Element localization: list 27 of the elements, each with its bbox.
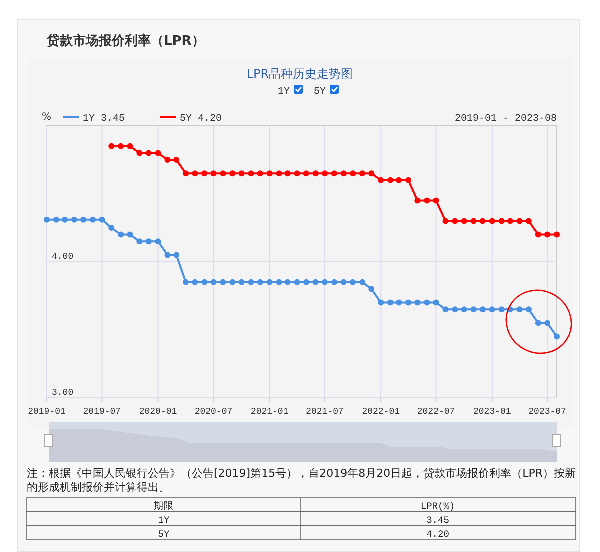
text: 期限 [154, 500, 174, 512]
x-tick-label: 2020-07 [194, 407, 233, 417]
text: 1Y [278, 87, 290, 98]
text: 注：根据《中国人民银行公告》（公告[2019]第15号），自2019年8月20日起，贷款市场报价利率（LPR）按新的形成机制报价并计算得出。 [27, 467, 577, 495]
text: LPR(%) [420, 501, 456, 512]
text: 4.20 [426, 529, 450, 540]
x-tick-label: 2020-01 [139, 407, 178, 417]
legend-label: 5Y 4.20 [180, 114, 222, 125]
text: 1Y [158, 515, 170, 526]
text: 3.45 [426, 515, 450, 526]
x-tick-label: 2021-01 [250, 407, 289, 417]
text: 2019-01 - 2023-08 [454, 114, 557, 125]
x-tick-label: 2019-01 [28, 407, 66, 417]
text: 5Y [158, 529, 170, 540]
x-tick-label: 2019-07 [83, 407, 122, 417]
x-tick-label: 2022-07 [417, 407, 456, 417]
x-tick-label: 2023-01 [473, 407, 512, 417]
x-tick-label: 2023-07 [528, 407, 566, 417]
text: 5Y [314, 87, 326, 98]
chart-subtitle: LPR品种历史走势图 [246, 67, 354, 81]
x-tick-label: 2022-01 [362, 407, 400, 417]
chart-title: 贷款市场报价利率（LPR） [46, 33, 205, 49]
x-tick-label: 2021-07 [306, 407, 344, 417]
y-axis-title: % [42, 112, 52, 123]
legend-label: 1Y 3.45 [83, 114, 126, 125]
y-tick-label: 3.00 [52, 388, 74, 398]
y-tick-label: 4.00 [52, 252, 74, 262]
